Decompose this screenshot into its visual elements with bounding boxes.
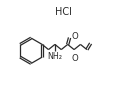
Text: O: O <box>71 54 78 63</box>
Text: HCl: HCl <box>55 7 71 17</box>
Text: NH₂: NH₂ <box>47 52 62 61</box>
Text: O: O <box>72 32 79 41</box>
